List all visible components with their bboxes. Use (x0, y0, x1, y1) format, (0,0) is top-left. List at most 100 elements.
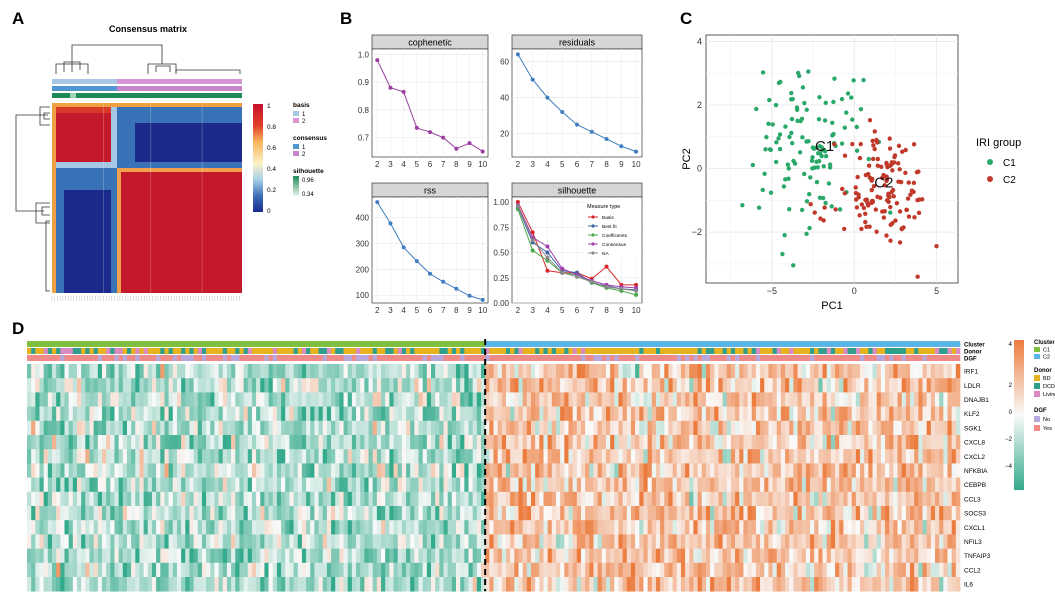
expression-cell (472, 435, 478, 450)
expression-cell (601, 562, 607, 578)
expression-cell (389, 477, 394, 493)
expression-cell (901, 477, 907, 493)
dgf-track-cell (885, 355, 890, 361)
expression-cell (135, 392, 140, 407)
dgf-track-cell (922, 355, 927, 361)
expression-cell (501, 491, 507, 507)
cluster-legend-title: Cluster (1034, 340, 1055, 346)
expression-cell (505, 449, 511, 464)
expression-cell (735, 435, 740, 450)
expression-cell (826, 477, 832, 493)
expression-cell (647, 520, 653, 535)
facet-title-rss: rss (424, 186, 436, 196)
expression-cell (231, 548, 236, 564)
expression-cell (197, 520, 203, 535)
expression-cell (926, 562, 932, 578)
expression-cell (451, 420, 457, 436)
donor-track-cell (435, 348, 440, 354)
expression-cell (497, 520, 503, 535)
expression-cell (89, 534, 94, 549)
expression-cell (60, 477, 65, 493)
expression-cell (114, 392, 119, 407)
dgf-track-cell (168, 355, 174, 361)
expression-cell (664, 506, 669, 521)
dgf-track-cell (510, 355, 515, 361)
expression-cell (676, 506, 682, 521)
data-point (480, 297, 485, 302)
expression-cell (368, 534, 374, 549)
expression-cell (714, 562, 719, 578)
expression-cell (730, 491, 736, 507)
cluster-track-cell (801, 341, 807, 347)
expression-cell (735, 577, 740, 592)
expression-cell (589, 520, 594, 535)
expression-cell (755, 364, 761, 379)
expression-cell (947, 491, 953, 507)
expression-cell (222, 463, 228, 478)
expression-cell (539, 477, 544, 493)
expression-cell (93, 463, 99, 478)
expression-cell (922, 392, 928, 407)
expression-cell (860, 406, 865, 422)
expression-cell (672, 477, 678, 493)
expression-cell (947, 548, 953, 564)
expression-cell (414, 435, 419, 450)
expression-cell (501, 406, 507, 422)
pca-point-c1 (776, 136, 781, 141)
expression-cell (876, 491, 882, 507)
expression-cell (751, 520, 757, 535)
dgf-track-cell (464, 355, 469, 361)
donor-track-cell (126, 348, 132, 354)
pca-point-c1 (789, 97, 794, 102)
cluster-track-cell (672, 341, 678, 347)
expression-cell (947, 506, 953, 521)
expression-cell (435, 463, 440, 478)
expression-cell (660, 364, 665, 379)
data-point (545, 258, 550, 263)
cluster-track-cell (889, 341, 894, 347)
expression-cell (518, 520, 524, 535)
cluster-track-cell (368, 341, 374, 347)
dgf-track-cell (797, 355, 803, 361)
expression-cell (835, 435, 840, 450)
expression-cell (668, 562, 673, 578)
expression-cell (660, 449, 665, 464)
pca-point-c1 (774, 140, 779, 145)
cluster-2-edge-row (117, 168, 242, 172)
expression-cell (68, 534, 74, 549)
expression-cell (239, 477, 244, 493)
expression-cell (27, 534, 32, 549)
expression-cell (718, 548, 723, 564)
expression-cell (406, 449, 411, 464)
expression-cell (943, 534, 948, 549)
expression-cell (385, 449, 390, 464)
expression-cell (947, 477, 953, 493)
expression-cell (610, 577, 615, 592)
dgf-track-cell (31, 355, 36, 361)
expression-cell (226, 463, 232, 478)
expression-cell (864, 378, 869, 393)
expression-cell (218, 548, 224, 564)
expression-cell (639, 491, 644, 507)
expression-cell (776, 577, 782, 592)
dgf-track-cell (322, 355, 328, 361)
expression-cell (206, 378, 211, 393)
expression-cell (955, 577, 961, 592)
expression-cell (160, 463, 165, 478)
donor-track-cell (210, 348, 215, 354)
expression-cell (826, 577, 832, 592)
expression-cell (260, 534, 265, 549)
expression-cell (760, 534, 765, 549)
expression-cell (605, 463, 611, 478)
expression-cell (905, 406, 911, 422)
expression-cell (381, 506, 386, 521)
expression-cell (872, 406, 878, 422)
cluster-track-cell (680, 341, 686, 347)
expression-cell (160, 520, 165, 535)
dgf-track-cell (443, 355, 448, 361)
expression-cell (843, 364, 848, 379)
expression-cell (547, 577, 553, 592)
expression-cell (293, 449, 299, 464)
dgf-track-cell (139, 355, 144, 361)
expression-cell (868, 477, 873, 493)
